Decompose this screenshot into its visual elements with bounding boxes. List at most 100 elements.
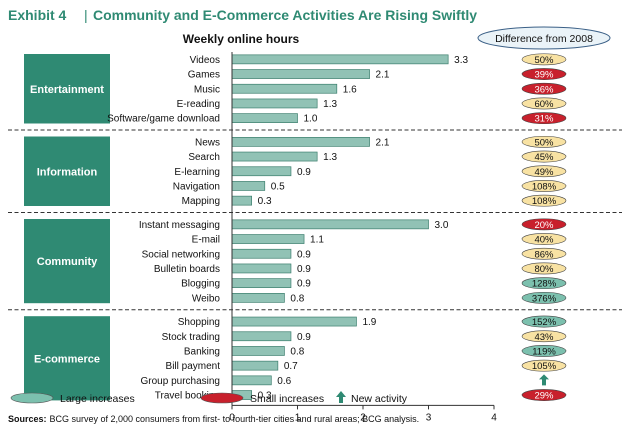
bar [231, 219, 429, 230]
difference-value: 50% [534, 55, 554, 66]
bar [231, 181, 266, 191]
bar-value-label: 2.1 [376, 70, 390, 81]
bar-value-label: 1.6 [343, 84, 357, 95]
difference-value: 50% [534, 137, 554, 148]
legend-small-swatch [200, 392, 244, 404]
difference-value: 376% [532, 293, 557, 304]
exhibit-label: Exhibit 4 [8, 7, 67, 23]
bar [231, 195, 252, 206]
row-label: Videos [190, 55, 220, 66]
difference-value: 36% [534, 84, 554, 95]
difference-value: 60% [534, 99, 554, 110]
category-box [24, 219, 110, 304]
groups-layer: Entertainment Information Community E-comme… [8, 54, 622, 401]
difference-header-label: Difference from 2008 [495, 33, 593, 45]
difference-marker [521, 277, 567, 290]
difference-value: 43% [534, 332, 554, 343]
difference-marker [521, 180, 567, 192]
bar-value-label: 1.1 [310, 235, 324, 246]
difference-value: 105% [532, 361, 557, 372]
row-label: Group purchasing [141, 376, 221, 387]
new-activity-arrow-icon [539, 374, 549, 386]
bar [231, 98, 318, 109]
difference-value: 29% [534, 391, 554, 402]
legend-large-swatch [10, 392, 54, 404]
bar-value-label: 3.3 [454, 55, 468, 66]
difference-value: 80% [534, 264, 554, 275]
bar-value-label: 1.3 [323, 152, 337, 163]
bar-value-label: 0.9 [297, 167, 311, 178]
difference-marker [521, 194, 567, 207]
row-label: News [195, 137, 220, 148]
bar-value-label: 0.9 [297, 279, 311, 290]
difference-marker [521, 291, 567, 304]
bars-layer: Videos 3.3 50% Games 2.1 39% Music 1.6 36% E-read… [107, 53, 567, 402]
x-tick-label: 0 [229, 412, 235, 423]
difference-value: 108% [532, 196, 557, 207]
x-tick-label: 3 [426, 412, 432, 423]
difference-marker [521, 345, 567, 357]
category-label: Entertainment [30, 84, 104, 96]
difference-marker [521, 389, 567, 401]
bar [231, 293, 285, 303]
difference-header-oval [477, 26, 611, 50]
row-label: Bulletin boards [154, 264, 220, 275]
row-label: Navigation [173, 181, 220, 192]
difference-marker [521, 315, 567, 328]
difference-marker [521, 112, 567, 125]
difference-marker [521, 330, 567, 343]
category-box [24, 54, 110, 124]
difference-value: 128% [532, 279, 557, 290]
category-box [24, 316, 110, 401]
difference-marker [521, 53, 567, 66]
legend-large-label: Large increases [60, 393, 135, 405]
bar-value-label: 0.9 [297, 249, 311, 260]
difference-value: 20% [534, 220, 554, 231]
difference-marker [521, 218, 567, 231]
row-label: Banking [184, 346, 220, 357]
legend-small-label: Small increases [250, 393, 324, 405]
difference-marker [521, 359, 567, 372]
bar-value-label: 2.1 [376, 137, 390, 148]
row-label: Search [188, 152, 220, 163]
bar-value-label: 0.8 [290, 293, 304, 304]
difference-value: 119% [532, 346, 556, 357]
chart-subtitle: Weekly online hours [183, 32, 300, 46]
row-label: E-mail [192, 235, 220, 246]
difference-marker [521, 262, 567, 275]
sources-text: BCG survey of 2,000 consumers from first… [50, 414, 420, 424]
bar [231, 69, 370, 79]
bar [231, 234, 305, 244]
row-label: Instant messaging [139, 220, 220, 231]
bar-value-label: 3.0 [435, 220, 449, 231]
bar [231, 331, 292, 342]
bar-value-label: 0.8 [290, 346, 304, 357]
bar-value-label: 0.6 [277, 376, 291, 387]
difference-value: 39% [534, 70, 554, 81]
legend-new-label: New activity [351, 393, 408, 405]
row-label: Music [194, 84, 220, 95]
row-label: E-learning [174, 167, 220, 178]
difference-marker [521, 247, 567, 260]
difference-marker [521, 135, 567, 148]
row-label: E-reading [177, 99, 220, 110]
bar [231, 248, 292, 259]
sources-note: Sources: BCG survey of 2,000 consumers fr… [8, 414, 419, 424]
chart-title: Community and E-Commerce Activities Are … [93, 7, 477, 23]
row-label: Shopping [178, 317, 220, 328]
bar [231, 316, 357, 327]
row-label: Travel booking [155, 391, 220, 402]
bar [231, 151, 318, 162]
bar [231, 54, 449, 65]
row-label: Social networking [142, 249, 220, 260]
bar [231, 166, 292, 177]
difference-value: 108% [532, 181, 557, 192]
category-label: Community [37, 256, 98, 268]
title-separator: | [84, 7, 88, 23]
row-label: Software/game download [107, 114, 220, 125]
row-label: Mapping [182, 196, 220, 207]
difference-marker [521, 150, 567, 163]
difference-marker [521, 165, 567, 178]
difference-marker [521, 233, 567, 245]
difference-value: 40% [534, 235, 554, 246]
